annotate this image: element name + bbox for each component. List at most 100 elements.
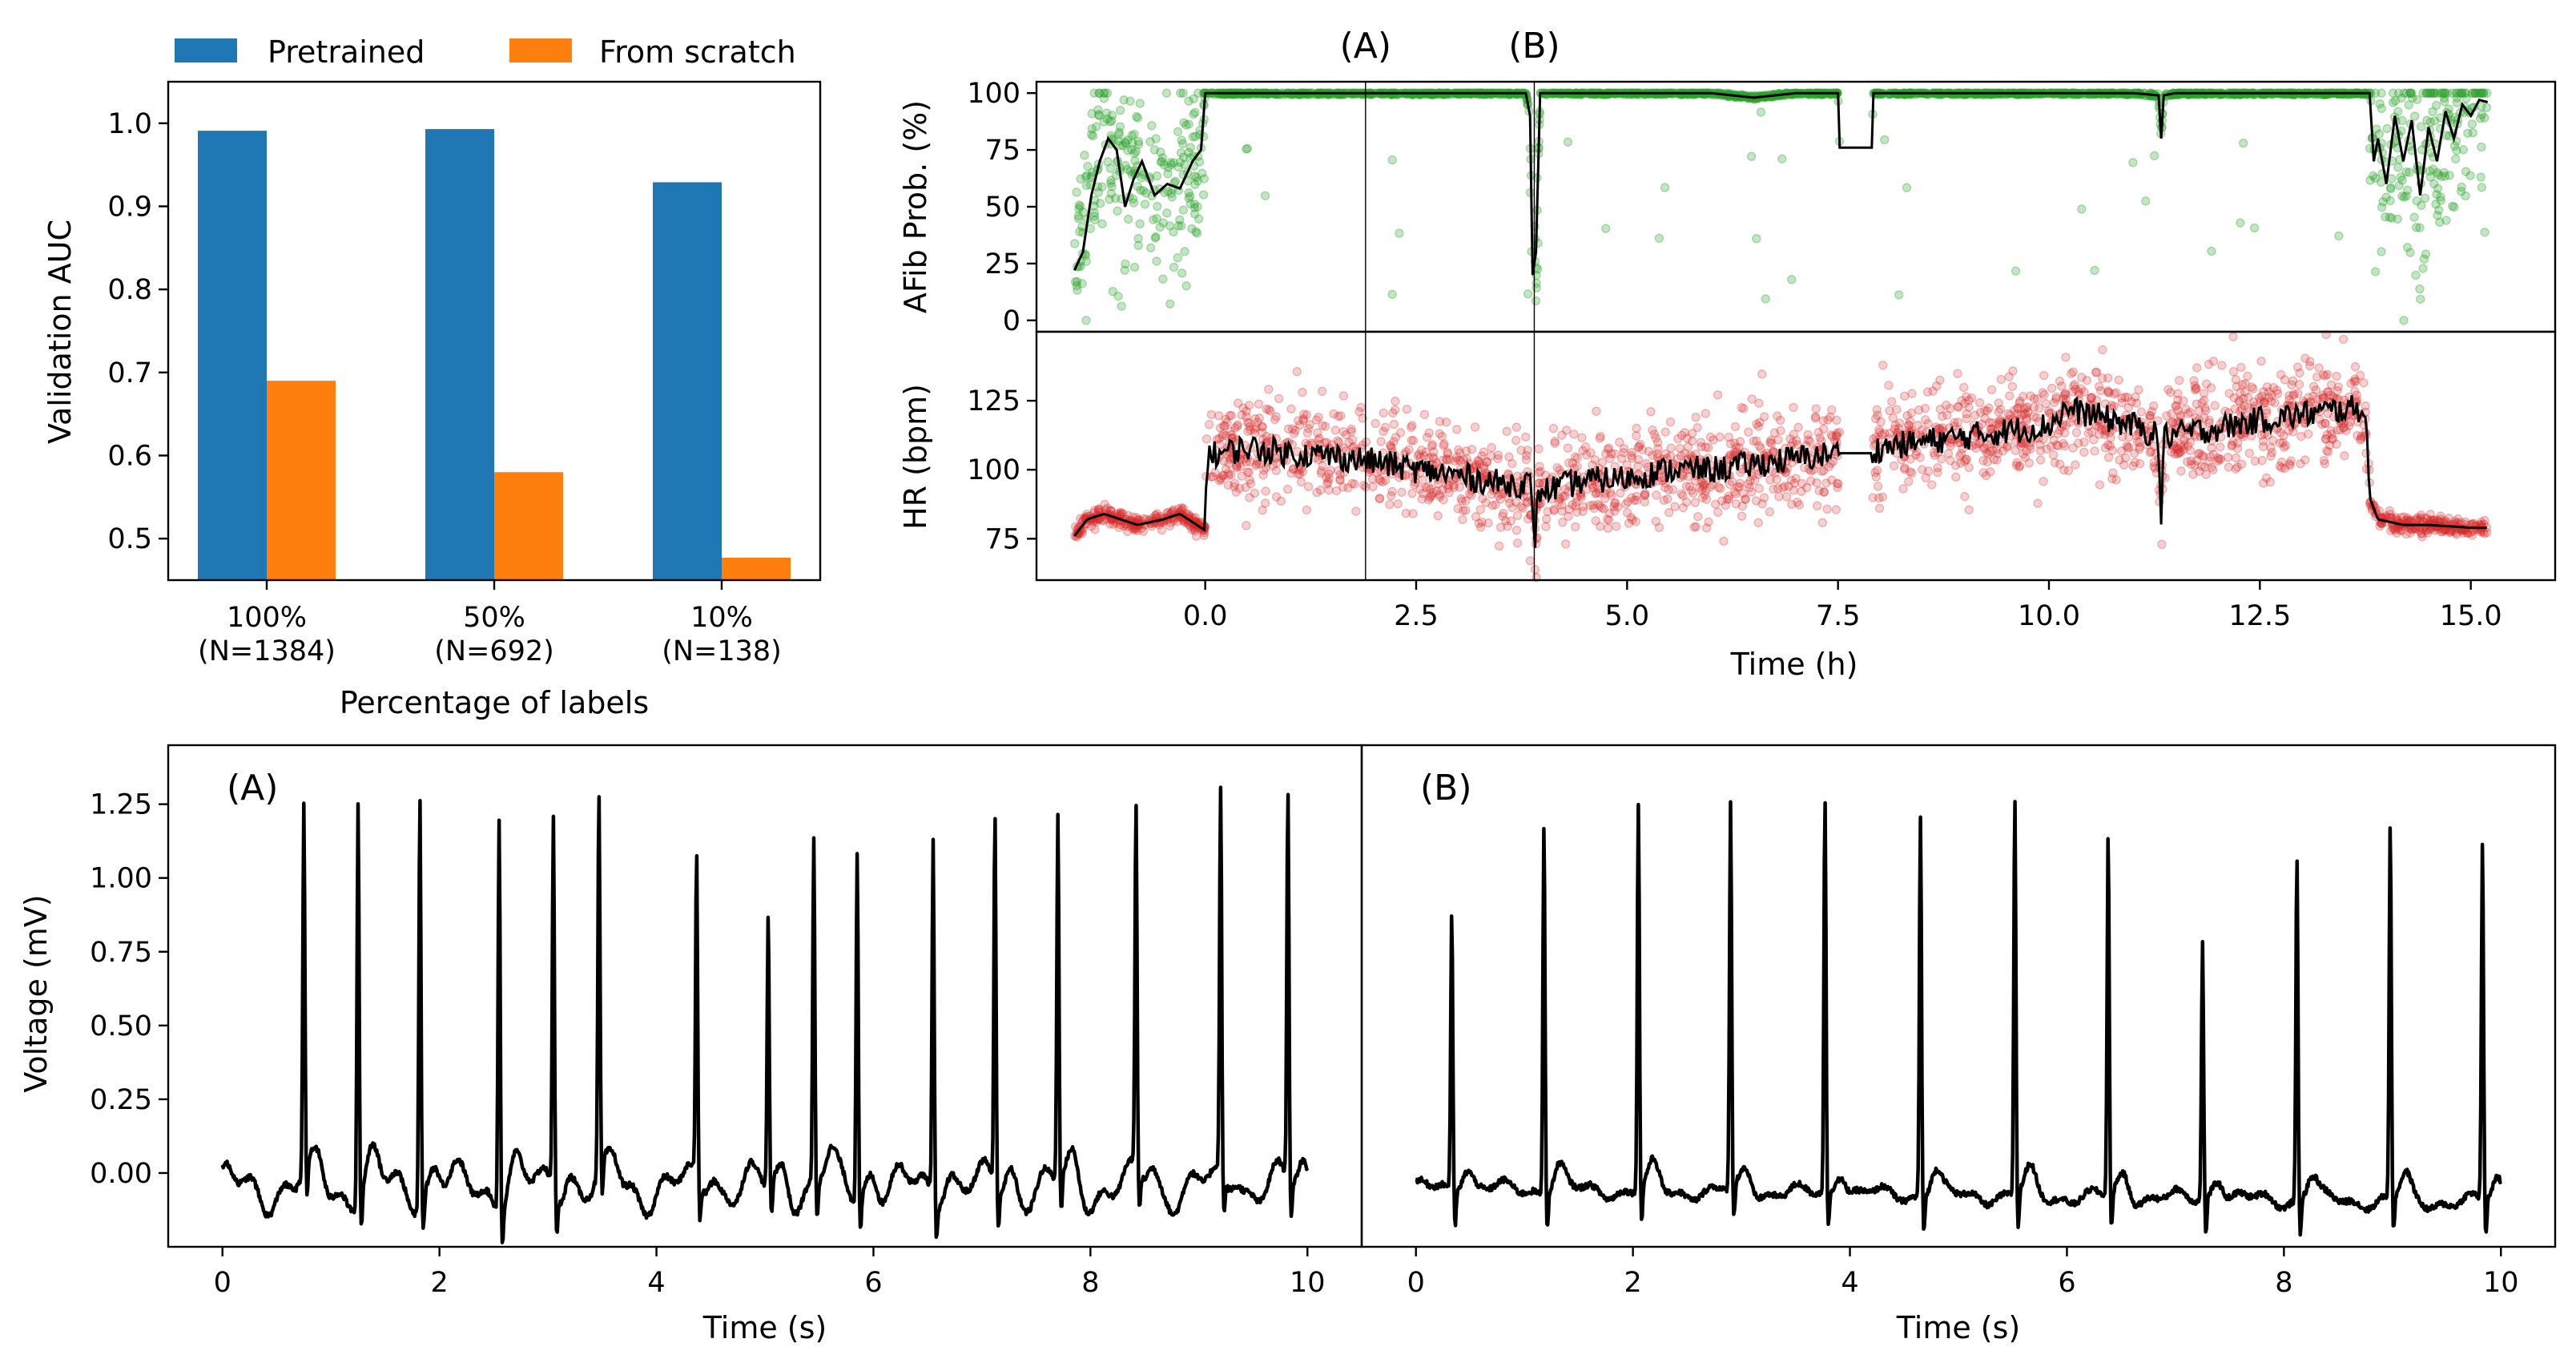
hr-point [2095, 480, 2105, 490]
hr-point [1475, 522, 1486, 532]
hr-point [1346, 426, 1356, 437]
hr-point [2285, 461, 2295, 470]
hr-point [2035, 455, 2046, 465]
afib-point [2480, 228, 2489, 237]
hr-point [2196, 462, 2207, 471]
hr-point [1324, 469, 1334, 479]
hr-point [2217, 361, 2227, 370]
hr-point [1753, 518, 1763, 527]
afib-point [2393, 214, 2402, 224]
afib-point [1367, 90, 1378, 99]
afib-point [2370, 267, 2381, 276]
hr-point [1242, 406, 1251, 416]
afib-point [2425, 172, 2435, 182]
hr-point [1731, 499, 1741, 509]
afib-point [1128, 194, 1138, 204]
afib-point [1099, 88, 1109, 98]
hr-point [2103, 453, 2114, 462]
hr-point [1511, 526, 1522, 535]
hr-point [2200, 405, 2211, 416]
afib-trend-line [1073, 91, 2489, 276]
afib-point [1106, 188, 1117, 199]
hr-point [1274, 393, 1284, 404]
hr-point [1254, 399, 1264, 409]
afib-point [1086, 172, 1096, 183]
hr-point [2261, 405, 2272, 415]
hr-point [1302, 428, 1313, 438]
auc-ytick-label: 0.5 [107, 523, 152, 555]
bar-1-0 [267, 381, 336, 580]
hr-point [2338, 334, 2349, 345]
afib-point [2401, 167, 2411, 177]
hr-point [1367, 474, 1378, 484]
afib-point [1173, 127, 1183, 136]
afib-point [2431, 200, 2441, 209]
afib-point [2397, 115, 2407, 126]
hr-point [2079, 438, 2089, 447]
bar-0-0 [198, 131, 267, 580]
hr-point [2010, 446, 2020, 455]
hr-point [1418, 475, 1427, 485]
afib-point [2449, 202, 2459, 212]
hr-point [1336, 411, 1346, 421]
hr-point [1754, 398, 1764, 408]
afib-point [2480, 113, 2489, 123]
hr-point [2216, 442, 2225, 452]
hr-point [1913, 420, 1923, 430]
afib-points [1070, 88, 2492, 325]
afib-point [2388, 88, 2398, 98]
hr-point [1548, 423, 1559, 433]
afib-point [2000, 90, 2010, 99]
hr-point [1407, 489, 1417, 498]
afib-point [2377, 88, 2386, 98]
hr-point [2063, 466, 2074, 475]
hr-point [1827, 405, 1837, 415]
hr-point [1380, 422, 1391, 433]
hr-point [1572, 453, 1582, 463]
hr-point [2304, 429, 2313, 439]
hr-point [1204, 420, 1214, 429]
hr-point [1872, 405, 1882, 415]
afib-point [1099, 117, 1109, 127]
hr-point [2082, 375, 2092, 385]
hr-point [2135, 458, 2145, 469]
hr-point [1664, 485, 1673, 494]
afib-point [1113, 206, 1122, 216]
hr-point [1391, 396, 1400, 406]
afib-point [2365, 175, 2375, 185]
hr-point [1646, 407, 1656, 417]
afib-point [2457, 182, 2466, 192]
hr-point [1298, 466, 1308, 477]
hr-point [2248, 384, 2258, 394]
afib-point [1931, 90, 1942, 99]
afib-point [1923, 90, 1933, 99]
afib-point [1507, 90, 1517, 99]
afib-point [2477, 142, 2486, 152]
afib-point [1093, 105, 1103, 115]
afib-point [1095, 199, 1105, 208]
afib-point [1151, 134, 1161, 143]
legend: Pretrained From scratch [175, 34, 796, 70]
afib-point [1185, 192, 1195, 201]
afib-point [2423, 88, 2433, 98]
afib-point [2476, 172, 2485, 182]
afib-point [2249, 223, 2260, 233]
hr-point [1261, 462, 1271, 473]
afib-point [1110, 193, 1121, 204]
hr-point [1738, 488, 1748, 498]
hr-point [1511, 435, 1521, 446]
hr-point [1206, 409, 1217, 420]
hr-point [1351, 506, 1361, 516]
hr-point [1787, 499, 1797, 510]
hr-point [1433, 510, 1443, 521]
hr-point [1478, 494, 1487, 503]
hr-point [1413, 451, 1423, 461]
hr-point [2175, 375, 2184, 385]
hr-point [1569, 429, 1579, 439]
hr-point [1623, 497, 1633, 506]
hr-point [1833, 479, 1843, 489]
afib-point [2411, 223, 2421, 232]
hr-point [1408, 436, 1419, 446]
afib-point [2382, 123, 2392, 134]
afib-point [1088, 131, 1098, 141]
